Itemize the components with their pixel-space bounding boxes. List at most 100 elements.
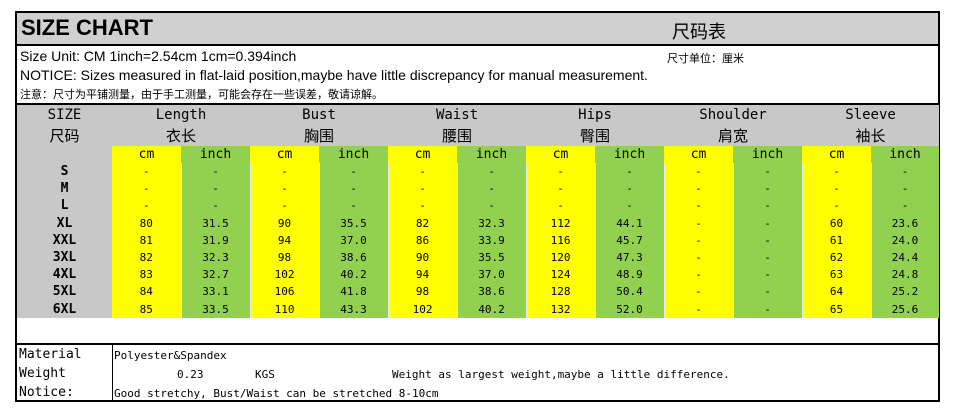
- cm-cell: -: [250, 163, 320, 181]
- cm-cell: -: [664, 266, 734, 284]
- header-row-zh: 尺码 衣长 胸围 腰围 臀围 肩宽 袖长: [17, 125, 940, 146]
- inch-cell: -: [595, 197, 665, 215]
- inch-cell: 38.6: [457, 283, 527, 301]
- table-row: XL 80 31.5 90 35.5 82 32.3 112 44.1- -60 23.6: [17, 214, 940, 232]
- cm-cell: -: [664, 163, 734, 181]
- unit-zh: 尺寸单位：厘米: [667, 52, 744, 65]
- inch-cell: 35.5: [457, 248, 527, 267]
- inch-cell: 37.0: [319, 231, 389, 249]
- cm-cell: 82: [388, 214, 458, 232]
- footer-divider: [17, 343, 938, 345]
- inch-cell: 50.4: [595, 283, 665, 301]
- cm-cell: 120: [526, 248, 596, 267]
- cm-cell: 64: [802, 283, 872, 301]
- col-header-sleeve-zh: 袖长: [802, 125, 940, 146]
- cm-cell: -: [250, 197, 320, 215]
- col-header-size-zh: 尺码: [17, 125, 112, 146]
- cm-cell: 116: [526, 231, 596, 249]
- cm-cell: 94: [250, 231, 320, 249]
- table-row: 6XL 85 33.5 110 43.3 102 40.2 132 52.0- -65 25.6: [17, 300, 940, 318]
- cm-cell: -: [112, 197, 182, 215]
- inch-cell: -: [733, 248, 803, 267]
- inch-cell: 40.2: [457, 300, 527, 318]
- inch-cell: 33.9: [457, 231, 527, 249]
- table-row: M------------: [17, 180, 940, 198]
- cm-cell: -: [664, 300, 734, 318]
- col-header-shoulder-zh: 肩宽: [664, 125, 803, 146]
- unit-cm: cm: [250, 146, 320, 163]
- cm-cell: -: [664, 197, 734, 215]
- size-cell: 6XL: [17, 300, 112, 318]
- title-en: SIZE CHART: [21, 15, 153, 40]
- table-row: XXL 81 31.9 94 37.0 86 33.9 116 45.7- -61 24.0: [17, 231, 940, 249]
- table-row: 5XL 84 33.1 106 41.8 98 38.6 128 50.4- -64 25.2: [17, 283, 940, 301]
- cm-cell: 102: [250, 266, 320, 284]
- col-header-length: Length: [112, 105, 251, 125]
- inch-cell: 25.2: [871, 283, 940, 301]
- size-chart: SIZE CHART 尺码表 Size Unit: CM 1inch=2.54c…: [15, 11, 940, 402]
- unit-cm: cm: [388, 146, 458, 163]
- cm-cell: -: [664, 214, 734, 232]
- footer: Material Polyester&Spandex Weight 0.23 K…: [17, 345, 938, 401]
- size-cell: XXL: [17, 231, 112, 249]
- weight-note: Weight as largest weight,maybe a little …: [392, 368, 730, 381]
- table-row: 4XL 83 32.7 102 40.2 94 37.0 124 48.9- -63 24.8: [17, 266, 940, 284]
- cm-cell: 98: [388, 283, 458, 301]
- cm-cell: -: [526, 197, 596, 215]
- inch-cell: 35.5: [319, 214, 389, 232]
- inch-cell: 32.7: [181, 266, 251, 284]
- unit-inch: inch: [181, 146, 251, 163]
- inch-cell: 23.6: [871, 214, 940, 232]
- inch-cell: -: [595, 180, 665, 198]
- inch-cell: -: [871, 163, 940, 181]
- table-row: 3XL 82 32.3 98 38.6 90 35.5 120 47.3- -62 24.4: [17, 248, 940, 267]
- inch-cell: -: [457, 180, 527, 198]
- inch-cell: -: [733, 197, 803, 215]
- col-header-bust: Bust: [250, 105, 389, 125]
- notice-value: Good stretchy, Bust/Waist can be stretch…: [114, 387, 439, 400]
- inch-cell: 33.1: [181, 283, 251, 301]
- col-header-hips: Hips: [526, 105, 665, 125]
- inch-cell: 31.9: [181, 231, 251, 249]
- unit-cm: cm: [526, 146, 596, 163]
- cm-cell: -: [664, 283, 734, 301]
- weight-value: 0.23: [177, 368, 204, 381]
- cm-cell: -: [664, 180, 734, 198]
- material-value: Polyester&Spandex: [114, 349, 227, 362]
- footer-divider-vertical: [112, 345, 113, 401]
- cm-cell: -: [802, 163, 872, 181]
- inch-cell: -: [871, 180, 940, 198]
- inch-cell: 32.3: [181, 248, 251, 267]
- cm-cell: 82: [112, 248, 182, 267]
- col-header-hips-zh: 臀围: [526, 125, 665, 146]
- header-row-en: SIZE Length Bust Waist Hips Shoulder Sle…: [17, 105, 940, 125]
- inch-cell: -: [319, 197, 389, 215]
- cm-cell: -: [664, 231, 734, 249]
- col-header-waist: Waist: [388, 105, 527, 125]
- cm-cell: 106: [250, 283, 320, 301]
- unit-inch: inch: [319, 146, 389, 163]
- cm-cell: -: [802, 180, 872, 198]
- inch-cell: 32.3: [457, 214, 527, 232]
- cm-cell: 85: [112, 300, 182, 318]
- cm-cell: -: [250, 180, 320, 198]
- col-header-waist-zh: 腰围: [388, 125, 527, 146]
- inch-cell: 40.2: [319, 266, 389, 284]
- unit-inch: inch: [733, 146, 803, 163]
- cm-cell: -: [526, 163, 596, 181]
- inch-cell: 43.3: [319, 300, 389, 318]
- unit-inch: inch: [595, 146, 665, 163]
- inch-cell: 33.5: [181, 300, 251, 318]
- cm-cell: 84: [112, 283, 182, 301]
- cm-cell: 132: [526, 300, 596, 318]
- size-cell: S: [17, 163, 112, 181]
- inch-cell: -: [733, 300, 803, 318]
- col-header-size: SIZE: [17, 105, 112, 125]
- inch-cell: -: [181, 197, 251, 215]
- size-cell: 3XL: [17, 248, 112, 267]
- weight-unit: KGS: [255, 368, 275, 381]
- title-zh: 尺码表: [672, 22, 726, 43]
- inch-cell: 24.0: [871, 231, 940, 249]
- inch-cell: -: [733, 163, 803, 181]
- inch-cell: -: [871, 197, 940, 215]
